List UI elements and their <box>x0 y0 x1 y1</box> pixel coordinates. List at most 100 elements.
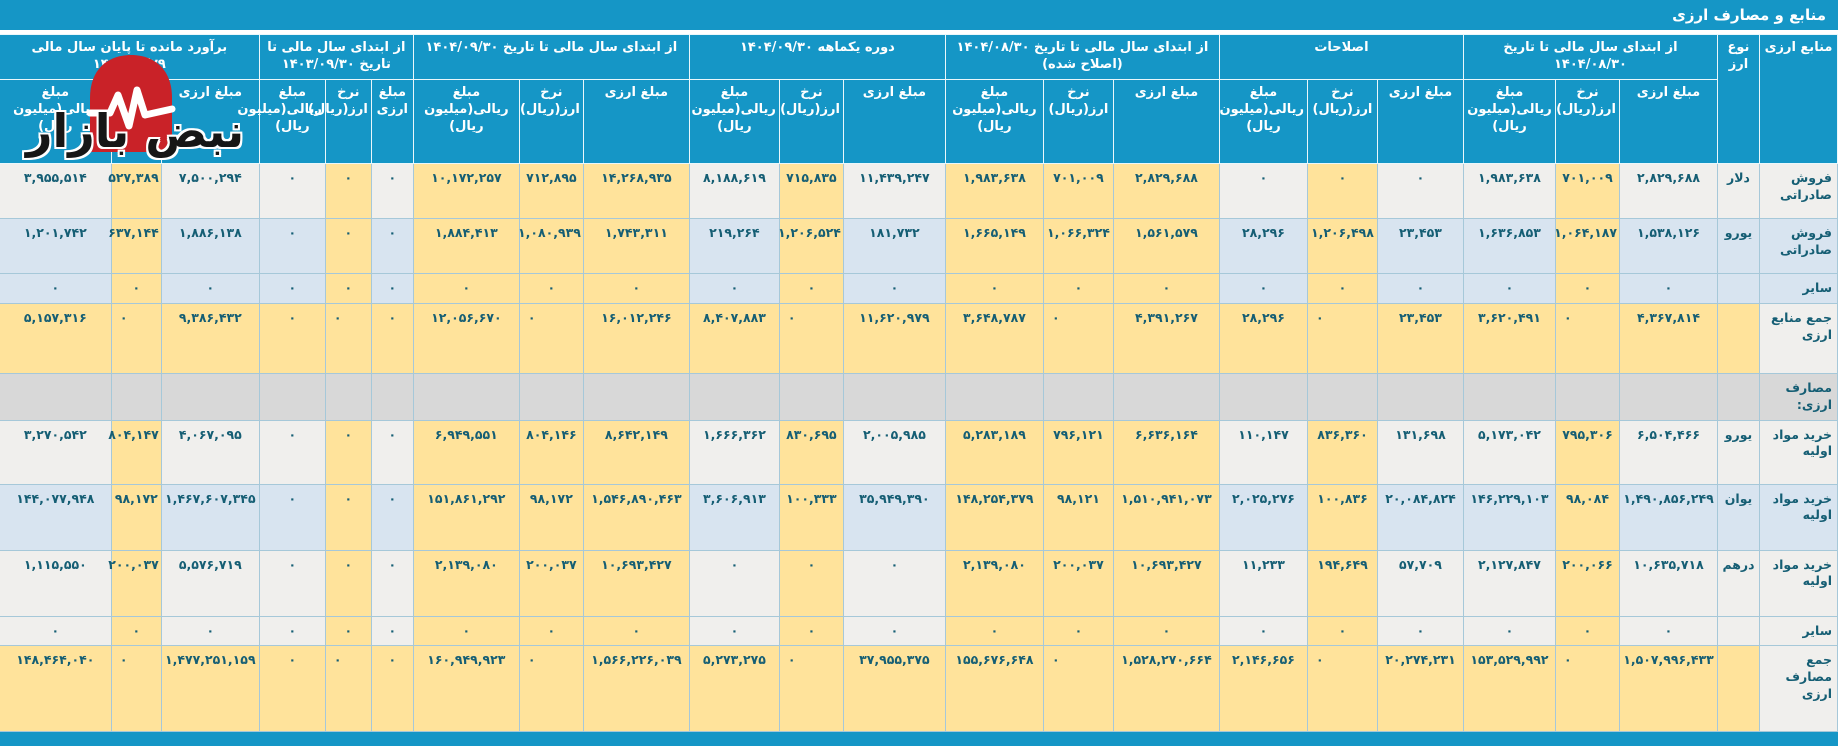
value-cell: ۰ <box>842 615 946 647</box>
value-cell: ۱۰۰,۸۳۶ <box>1306 483 1378 551</box>
value-cell: ۰ <box>518 272 584 304</box>
currency-cell: یوان <box>1717 483 1760 551</box>
currency-cell: یورو <box>1717 217 1760 274</box>
value-cell: ۰ <box>324 419 372 485</box>
value-cell <box>1462 372 1557 421</box>
value-cell: ۲۸,۲۹۶ <box>1218 302 1308 374</box>
value-cell <box>1042 372 1114 421</box>
value-cell <box>688 372 780 421</box>
value-cell: ۷۹۵,۳۰۶ <box>1555 419 1620 485</box>
value-cell: ۱,۵۲۸,۲۷۰,۶۶۴ <box>1112 645 1220 733</box>
title-divider <box>0 30 1838 34</box>
value-cell: ۸,۱۸۸,۶۱۹ <box>688 162 780 219</box>
value-cell: ۱۸۱,۷۳۲ <box>842 217 946 274</box>
value-cell: ۰ <box>688 272 780 304</box>
value-cell: ۱,۱۱۵,۵۵۰ <box>0 549 112 617</box>
table-row: خرید مواد اولیه درهم ۱۰,۶۳۵,۷۱۸ ۲۰۰,۰۶۶ ۲,۱۲… <box>0 549 1838 617</box>
value-cell: ۰ <box>324 645 372 733</box>
sub-column-header: مبلغ ارزی <box>842 78 946 164</box>
value-cell: ۱,۶۶۵,۱۴۹ <box>944 217 1044 274</box>
value-cell: ۱۴۸,۲۵۴,۳۷۹ <box>944 483 1044 551</box>
value-cell <box>518 372 584 421</box>
value-cell: ۰ <box>518 645 584 733</box>
value-cell: ۱۴۴,۰۷۷,۹۴۸ <box>0 483 112 551</box>
value-cell: ۱۶۰,۹۴۹,۹۲۳ <box>412 645 520 733</box>
value-cell: ۱,۶۶۶,۳۶۲ <box>688 419 780 485</box>
value-cell: ۲,۸۲۹,۶۸۸ <box>1112 162 1220 219</box>
sub-column-header: مبلغ ریالی(میلیون ریال) <box>688 78 780 164</box>
table-row: سایر ۰ ۰ ۰ ۰ ۰ ۰ ۰ ۰ ۰ ۰ ۰ ۰ ۰ ۰ ۰ ۰ ۰ ۰ ۰ ۰ ۰ <box>0 272 1838 304</box>
sub-column-header: نرخ ارز(ریال) <box>778 78 844 164</box>
value-cell: ۰ <box>944 615 1044 647</box>
value-cell: ۱,۴۶۷,۶۰۷,۳۴۵ <box>160 483 260 551</box>
value-cell: ۱,۵۶۱,۵۷۹ <box>1112 217 1220 274</box>
value-cell: ۰ <box>110 272 162 304</box>
sub-column-header: نرخ ارز(ریال) <box>98 78 162 164</box>
value-cell: ۰ <box>370 645 414 733</box>
value-cell: ۰ <box>324 272 372 304</box>
value-cell: ۰ <box>778 645 844 733</box>
value-cell: ۰ <box>324 615 372 647</box>
value-cell: ۹۸,۰۸۴ <box>1555 483 1620 551</box>
value-cell: ۶۳۷,۱۴۴ <box>108 217 162 274</box>
currency-cell <box>1717 272 1760 304</box>
value-cell: ۸۳۰,۶۹۵ <box>778 419 844 485</box>
value-cell: ۱,۵۱۰,۹۴۱,۰۷۳ <box>1112 483 1220 551</box>
value-cell: ۰ <box>1306 302 1378 374</box>
value-cell: ۰ <box>324 217 372 274</box>
group-header: برآورد مانده تا پایان سال مالی ۱۴۰۴/۱۲/۲… <box>0 34 260 80</box>
value-cell: ۷,۵۰۰,۲۹۴ <box>160 162 260 219</box>
value-cell <box>0 372 112 421</box>
value-cell: ۲,۱۳۹,۰۸۰ <box>412 549 520 617</box>
value-cell: ۸۰۴,۱۴۶ <box>518 419 584 485</box>
row-label: خرید مواد اولیه <box>1759 549 1838 617</box>
value-cell: ۱,۰۸۰,۹۳۹ <box>518 217 584 274</box>
table-row: فروش صادراتی یورو ۱,۵۳۸,۱۲۶ ۱,۰۶۴,۱۸۷ ۱,۶۳۶,… <box>0 217 1838 274</box>
value-cell: ۷۰۱,۰۰۹ <box>1042 162 1114 219</box>
value-cell: ۰ <box>1619 615 1718 647</box>
value-cell: ۱,۹۸۳,۶۳۸ <box>1462 162 1557 219</box>
sub-column-header: مبلغ ارزی <box>1619 78 1718 164</box>
value-cell: ۰ <box>412 615 520 647</box>
value-cell: ۰ <box>1555 302 1620 374</box>
value-cell: ۰ <box>370 615 414 647</box>
value-cell: ۳۵,۹۴۹,۳۹۰ <box>842 483 946 551</box>
value-cell: ۱,۲۰۶,۵۲۴ <box>778 217 844 274</box>
value-cell: ۰ <box>258 419 326 485</box>
value-cell: ۱۵۵,۶۷۶,۶۴۸ <box>944 645 1044 733</box>
value-cell: ۰ <box>1376 162 1464 219</box>
row-label: خرید مواد اولیه <box>1759 483 1838 551</box>
value-cell: ۰ <box>778 615 844 647</box>
group-header: دوره یکماهه ۱۴۰۴/۰۹/۳۰ <box>688 34 946 80</box>
value-cell: ۶,۶۳۶,۱۶۴ <box>1112 419 1220 485</box>
value-cell <box>1619 372 1718 421</box>
value-cell <box>1555 372 1620 421</box>
value-cell: ۱,۷۴۳,۳۱۱ <box>582 217 690 274</box>
value-cell: ۰ <box>778 302 844 374</box>
value-cell: ۲۰,۲۷۴,۲۳۱ <box>1376 645 1464 733</box>
value-cell: ۱۰۰,۳۳۳ <box>778 483 844 551</box>
sub-column-header: مبلغ ارزی <box>370 78 414 164</box>
value-cell: ۵۷,۷۰۹ <box>1376 549 1464 617</box>
value-cell: ۲۰۰,۰۳۷ <box>1042 549 1114 617</box>
value-cell: ۰ <box>1555 645 1620 733</box>
value-cell: ۲۰۰,۰۳۷ <box>108 549 162 617</box>
value-cell: ۱۴۸,۴۶۴,۰۴۰ <box>0 645 112 733</box>
value-cell: ۰ <box>518 302 584 374</box>
value-cell: ۰ <box>110 645 162 733</box>
currency-cell: درهم <box>1717 549 1760 617</box>
value-cell: ۱۱,۶۲۰,۹۷۹ <box>842 302 946 374</box>
sub-column-header: مبلغ ریالی(میلیون ریال) <box>412 78 520 164</box>
value-cell: ۱۵۱,۸۶۱,۲۹۲ <box>412 483 520 551</box>
value-cell <box>582 372 690 421</box>
currency-cell <box>1717 615 1760 647</box>
value-cell <box>778 372 844 421</box>
value-cell: ۸۳۶,۳۶۰ <box>1306 419 1378 485</box>
sub-column-header: نرخ ارز(ریال) <box>1042 78 1114 164</box>
value-cell: ۱۰,۱۷۲,۲۵۷ <box>412 162 520 219</box>
value-cell: ۵,۲۸۳,۱۸۹ <box>944 419 1044 485</box>
sub-column-header: مبلغ ریالی(میلیون ریال) <box>1218 78 1308 164</box>
value-cell: ۲,۸۲۹,۶۸۸ <box>1619 162 1718 219</box>
value-cell: ۰ <box>258 302 326 374</box>
value-cell: ۱۱,۴۳۹,۲۴۷ <box>842 162 946 219</box>
